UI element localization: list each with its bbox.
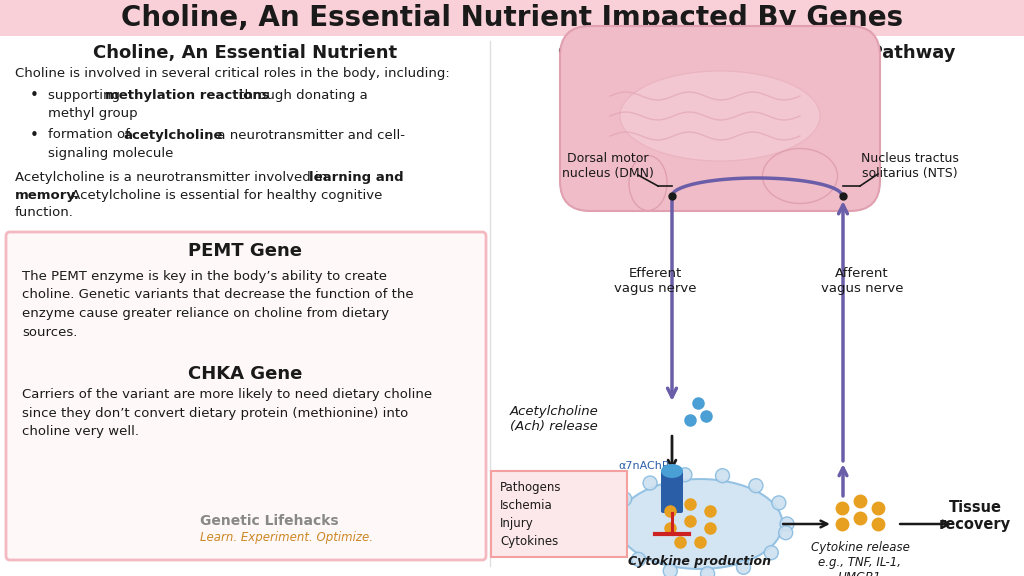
Text: CHKA Gene: CHKA Gene [187,365,302,383]
Text: Acetylcholine is essential for healthy cognitive: Acetylcholine is essential for healthy c… [67,188,382,202]
Ellipse shape [662,464,683,478]
FancyBboxPatch shape [490,471,627,557]
Text: Cytokine production: Cytokine production [629,555,771,569]
Text: Afferent
vagus nerve: Afferent vagus nerve [821,267,903,295]
Text: methylation reactions: methylation reactions [105,89,269,101]
Ellipse shape [629,156,667,210]
Text: PEMT Gene: PEMT Gene [188,242,302,260]
Ellipse shape [617,479,782,569]
Text: Nucleus tractus
solitarius (NTS): Nucleus tractus solitarius (NTS) [861,152,958,180]
Text: The PEMT enzyme is key in the body’s ability to create
choline. Genetic variants: The PEMT enzyme is key in the body’s abi… [22,270,414,339]
Ellipse shape [617,492,632,506]
Text: •: • [30,127,39,142]
Ellipse shape [772,496,785,510]
FancyBboxPatch shape [0,0,1024,36]
Ellipse shape [620,71,820,161]
Text: Tissue
recovery: Tissue recovery [939,500,1011,532]
Text: Acetylcholine is a neurotransmitter involved in: Acetylcholine is a neurotransmitter invo… [15,170,332,184]
Ellipse shape [764,545,778,560]
Ellipse shape [780,517,794,531]
Text: Choline is involved in several critical roles in the body, including:: Choline is involved in several critical … [15,67,450,81]
FancyBboxPatch shape [662,471,683,513]
Ellipse shape [736,560,751,574]
Ellipse shape [678,468,692,482]
Text: learning and: learning and [309,170,403,184]
Text: Pathogens
Ischemia
Injury
Cytokines: Pathogens Ischemia Injury Cytokines [500,481,561,548]
Text: Choline, An Essential Nutrient Impacted By Genes: Choline, An Essential Nutrient Impacted … [121,4,903,32]
Text: Acetylcholine
(Ach) release: Acetylcholine (Ach) release [510,405,599,433]
Text: Cholinergic Anti-Inflammatory Pathway: Cholinergic Anti-Inflammatory Pathway [558,44,955,62]
Ellipse shape [778,526,793,540]
Text: supporting: supporting [48,89,124,101]
Text: function.: function. [15,207,74,219]
Ellipse shape [643,476,657,490]
Ellipse shape [606,513,621,526]
Text: methyl group: methyl group [48,108,137,120]
Text: through donating a: through donating a [234,89,368,101]
Text: •: • [30,88,39,103]
Ellipse shape [749,479,763,492]
Text: α7nAChR: α7nAChR [618,461,670,471]
Text: Dorsal motor
nucleus (DMN): Dorsal motor nucleus (DMN) [562,152,654,180]
Ellipse shape [664,564,677,576]
Text: signaling molecule: signaling molecule [48,147,173,161]
Text: , a neurotransmitter and cell-: , a neurotransmitter and cell- [209,128,406,142]
Ellipse shape [700,567,715,576]
Ellipse shape [763,149,838,203]
Ellipse shape [716,469,729,483]
Ellipse shape [632,552,645,566]
FancyBboxPatch shape [6,232,486,560]
Text: acetylcholine: acetylcholine [123,128,222,142]
Text: formation of: formation of [48,128,134,142]
Text: Genetic Lifehacks: Genetic Lifehacks [200,514,339,528]
Text: Efferent
vagus nerve: Efferent vagus nerve [613,267,696,295]
Text: Choline, An Essential Nutrient: Choline, An Essential Nutrient [93,44,397,62]
Text: memory.: memory. [15,188,80,202]
Text: Learn. Experiment. Optimize.: Learn. Experiment. Optimize. [200,532,373,544]
Text: Carriers of the variant are more likely to need dietary choline
since they don’t: Carriers of the variant are more likely … [22,388,432,438]
Text: Cytokine release
e.g., TNF, IL-1,
HMGB1: Cytokine release e.g., TNF, IL-1, HMGB1 [811,541,909,576]
Ellipse shape [611,534,626,548]
FancyBboxPatch shape [560,26,880,211]
